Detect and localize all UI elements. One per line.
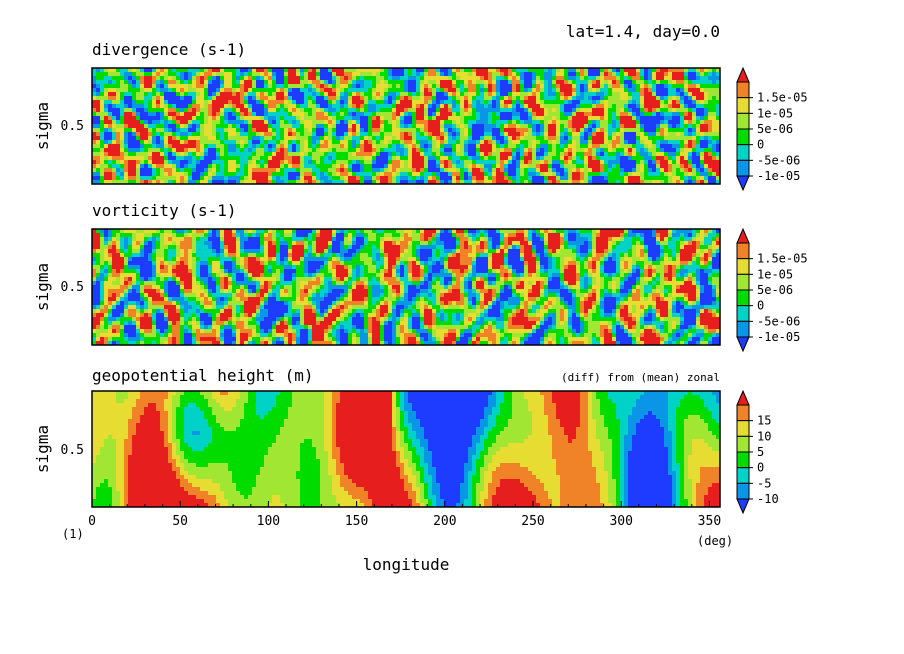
corner-label: (1) — [62, 527, 84, 541]
colorbar-label: 0 — [757, 138, 764, 152]
colorbar-segment — [736, 320, 750, 338]
colorbar-segment — [736, 242, 750, 260]
plot-frame — [91, 67, 721, 185]
heatmap-field — [92, 68, 720, 184]
colorbar-label: 1.5e-05 — [757, 252, 808, 266]
colorbar-label: -5e-06 — [757, 153, 800, 167]
colorbar-arrow-top — [736, 389, 750, 406]
x-axis-unit: (deg) — [697, 534, 733, 548]
panel-title: geopotential height (m) — [92, 366, 314, 385]
colorbar-label: -5e-06 — [757, 314, 800, 328]
colorbar-label: -10 — [757, 492, 779, 506]
colorbar-label: 5e-06 — [757, 122, 793, 136]
colorbar-label: 15 — [757, 414, 771, 428]
colorbar-label: 5e-06 — [757, 283, 793, 297]
x-axis-label: longitude — [363, 555, 450, 574]
colorbar-segment — [736, 97, 750, 114]
panel-title: divergence (s-1) — [92, 40, 246, 59]
header-label: lat=1.4, day=0.0 — [566, 22, 720, 41]
colorbar-label: 0 — [757, 299, 764, 313]
y-axis-label: sigma — [33, 102, 52, 150]
colorbar-segment — [736, 451, 750, 469]
colorbar-segment — [736, 289, 750, 307]
colorbar-label: 0 — [757, 461, 764, 475]
colorbar-arrow-bottom — [736, 175, 750, 192]
x-tick-label: 100 — [257, 514, 280, 529]
plot-frame — [91, 228, 721, 346]
colorbar-segment — [736, 128, 750, 146]
colorbar-segment — [736, 273, 750, 291]
colorbar-segment — [736, 435, 750, 453]
y-axis-label: sigma — [33, 425, 52, 473]
colorbar-segment — [736, 305, 750, 322]
colorbar-label: -5 — [757, 476, 771, 490]
y-tick-label: 0.5 — [61, 119, 84, 134]
x-tick-label: 200 — [433, 514, 456, 529]
colorbar-label: 1e-05 — [757, 267, 793, 281]
colorbar-label: 5 — [757, 445, 764, 459]
colorbar-segment — [736, 404, 750, 422]
colorbar-arrow-top — [736, 227, 750, 244]
panel-geopotential-height: geopotential height (m) (diff) from (mea… — [33, 366, 779, 529]
colorbar-arrow-bottom — [736, 336, 750, 353]
panel-subtitle: (diff) from (mean) zonal — [561, 371, 720, 384]
panel-title: vorticity (s-1) — [92, 201, 237, 220]
x-tick-label: 0 — [88, 514, 96, 529]
colorbar-label: 1.5e-05 — [757, 91, 808, 105]
colorbar-segment — [736, 258, 750, 275]
y-tick-label: 0.5 — [61, 280, 84, 295]
heatmap-field — [92, 391, 720, 507]
heatmap-field — [92, 229, 720, 345]
x-tick-label: 350 — [698, 514, 721, 529]
colorbar-segment — [736, 112, 750, 130]
colorbar-segment — [736, 159, 750, 177]
colorbar-arrow-bottom — [736, 498, 750, 515]
colorbar-segment — [736, 420, 750, 437]
colorbar-label: 1e-05 — [757, 106, 793, 120]
x-tick-label: 250 — [521, 514, 544, 529]
x-tick-label: 150 — [345, 514, 368, 529]
colorbar-segment — [736, 467, 750, 484]
colorbar-label: -1e-05 — [757, 169, 800, 183]
colorbar-label: 10 — [757, 429, 771, 443]
colorbar-label: -1e-05 — [757, 330, 800, 344]
x-axis-ticks: 0 50 100 150 200 250 300 350 — [88, 501, 721, 529]
colorbar-arrow-top — [736, 66, 750, 83]
x-tick-label: 300 — [609, 514, 632, 529]
colorbar-segment — [736, 144, 750, 161]
y-axis-label: sigma — [33, 263, 52, 311]
x-tick-label: 50 — [172, 514, 188, 529]
y-tick-label: 0.5 — [61, 443, 84, 458]
colorbar-segment — [736, 81, 750, 99]
colorbar-segment — [736, 482, 750, 500]
plot-frame — [91, 390, 721, 508]
